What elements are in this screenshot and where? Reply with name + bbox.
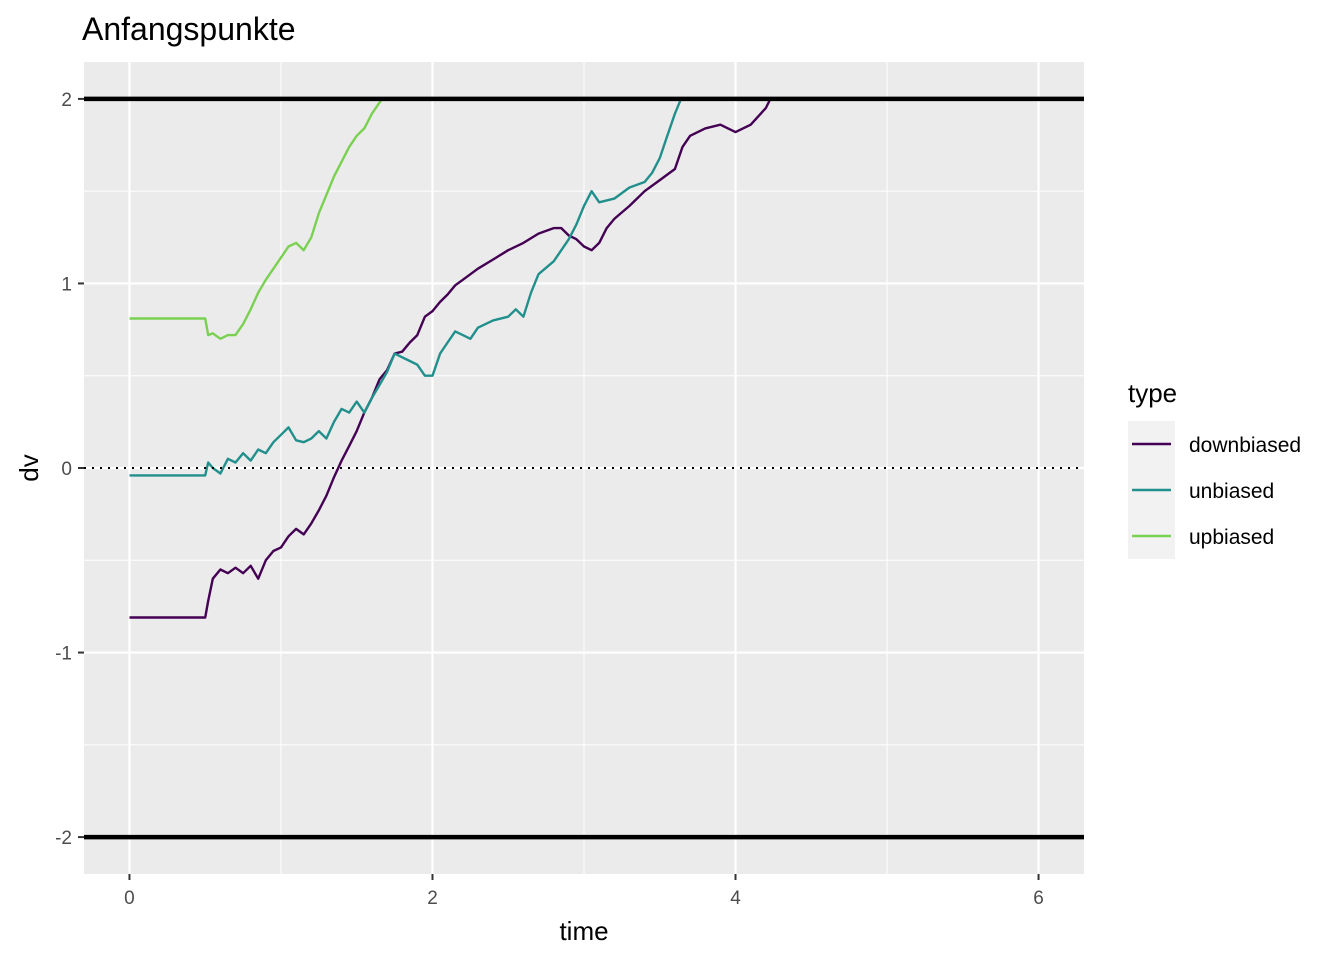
y-tick-label: -1 xyxy=(55,644,72,665)
y-axis: -2 -1 0 1 2 xyxy=(55,90,84,849)
y-tick-label: 0 xyxy=(61,459,72,480)
reference-lines xyxy=(84,96,1084,840)
legend-title: type xyxy=(1128,378,1177,408)
series-line-unbiased xyxy=(129,98,683,477)
y-tick-label: 1 xyxy=(61,274,72,295)
legend-label-unbiased: unbiased xyxy=(1189,480,1274,503)
y-axis-label: dv xyxy=(14,454,44,481)
x-tick-label: 6 xyxy=(1033,888,1044,909)
x-axis-label: time xyxy=(559,916,608,946)
legend-items: downbiased unbiased upbiased xyxy=(1128,421,1301,559)
x-tick-label: 4 xyxy=(730,888,741,909)
series-line-downbiased xyxy=(129,98,772,619)
x-tick-label: 0 xyxy=(124,888,135,909)
legend-label-upbiased: upbiased xyxy=(1189,526,1274,549)
y-tick-label: -2 xyxy=(55,828,72,849)
legend-label-downbiased: downbiased xyxy=(1189,434,1301,457)
series-lines xyxy=(129,98,772,619)
plot-panel xyxy=(84,62,1084,874)
y-tick-label: 2 xyxy=(61,90,72,111)
x-tick-label: 2 xyxy=(427,888,438,909)
series-line-upbiased xyxy=(129,98,384,340)
x-axis: 0 2 4 6 xyxy=(124,874,1044,909)
legend: type downbiased unbiased upbiased xyxy=(1128,378,1301,559)
chart-title: Anfangspunkte xyxy=(82,11,296,47)
